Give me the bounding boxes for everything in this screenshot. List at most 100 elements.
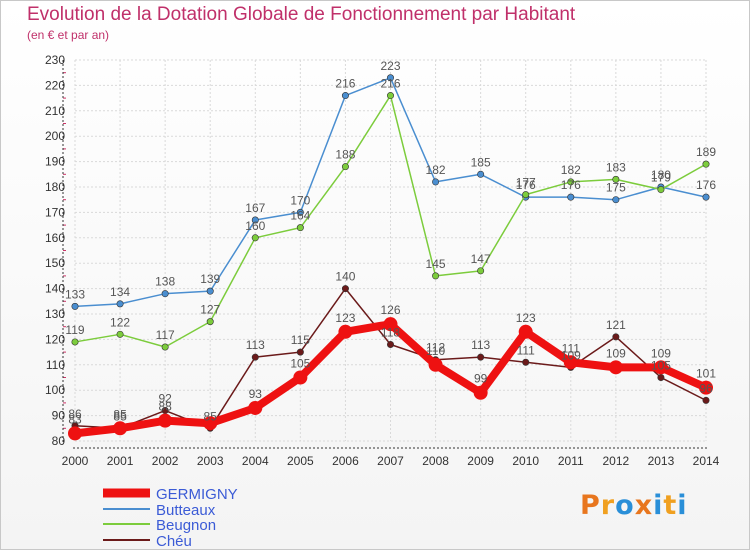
data-label-butteaux: 138	[155, 275, 175, 289]
data-point-beugnon	[161, 343, 169, 351]
data-label-ch-u: 112	[426, 341, 445, 355]
y-tick-label: 100	[45, 383, 65, 397]
data-label-ch-u: 85	[204, 409, 218, 423]
data-label-beugnon: 179	[651, 171, 671, 185]
data-point-germigny	[113, 421, 128, 436]
data-label-germigny: 110	[426, 344, 445, 358]
data-point-butteaux	[612, 196, 620, 204]
logo-letter: i	[653, 490, 664, 521]
data-label-butteaux: 185	[471, 155, 491, 169]
x-tick-label: 2000	[62, 454, 89, 468]
y-tick-label: 190	[45, 155, 65, 169]
data-label-germigny: 111	[562, 341, 581, 355]
data-label-ch-u: 118	[381, 325, 400, 339]
data-label-butteaux: 134	[110, 285, 130, 299]
data-label-ch-u: 92	[158, 392, 172, 406]
data-label-germigny: 123	[516, 311, 536, 325]
chart-subtitle: (en € et par an)	[27, 28, 110, 42]
data-point-ch-u	[702, 396, 710, 404]
data-point-ch-u	[341, 285, 349, 293]
x-tick-label: 2001	[107, 454, 134, 468]
data-point-ch-u	[251, 353, 259, 361]
data-point-ch-u	[657, 373, 665, 381]
data-point-butteaux	[477, 170, 485, 178]
data-point-butteaux	[702, 193, 710, 201]
data-label-butteaux: 180	[651, 168, 671, 182]
data-label-beugnon: 216	[380, 77, 400, 91]
data-label-butteaux: 176	[561, 178, 581, 192]
data-point-germigny	[608, 360, 623, 375]
data-label-germigny: 109	[606, 346, 626, 360]
data-label-ch-u: 86	[68, 407, 82, 421]
data-label-butteaux: 176	[516, 178, 536, 192]
data-label-butteaux: 167	[245, 201, 265, 215]
data-label-butteaux: 216	[335, 77, 355, 91]
data-point-beugnon	[71, 338, 79, 346]
data-point-beugnon	[206, 318, 214, 326]
legend-label: Butteaux	[156, 502, 216, 519]
data-point-germigny	[428, 357, 443, 372]
data-label-beugnon: 117	[156, 328, 175, 342]
y-tick-label: 160	[45, 231, 65, 245]
x-tick-label: 2012	[603, 454, 630, 468]
x-tick-label: 2003	[197, 454, 224, 468]
x-tick-label: 2002	[152, 454, 179, 468]
x-tick-label: 2006	[332, 454, 359, 468]
data-label-germigny: 99	[474, 372, 488, 386]
x-tick-label: 2014	[693, 454, 720, 468]
data-point-beugnon	[251, 234, 259, 242]
data-label-ch-u: 115	[291, 333, 310, 347]
y-tick-label: 210	[45, 104, 65, 118]
chart-title: Evolution de la Dotation Globale de Fonc…	[27, 4, 576, 25]
data-label-beugnon: 145	[426, 257, 446, 271]
data-point-germigny	[518, 324, 533, 339]
x-tick-label: 2009	[467, 454, 494, 468]
logo-letter: x	[634, 490, 654, 521]
data-point-beugnon	[702, 160, 710, 168]
data-label-germigny: 105	[290, 357, 310, 371]
data-point-germigny	[68, 426, 82, 441]
data-label-ch-u: 140	[335, 270, 355, 284]
data-point-butteaux	[71, 302, 79, 310]
data-label-germigny: 109	[651, 346, 671, 360]
data-label-beugnon: 182	[561, 163, 581, 177]
x-tick-label: 2011	[558, 454, 584, 468]
data-point-butteaux	[161, 290, 169, 298]
data-point-butteaux	[432, 178, 440, 186]
data-label-germigny: 126	[380, 303, 400, 317]
logo-letter: P	[580, 490, 601, 521]
data-label-beugnon: 177	[516, 176, 536, 190]
data-label-ch-u: 113	[471, 338, 490, 352]
y-tick-label: 150	[45, 256, 65, 270]
data-point-butteaux	[567, 193, 575, 201]
data-point-germigny	[338, 324, 353, 339]
data-label-ch-u: 109	[561, 348, 581, 362]
data-point-beugnon	[341, 163, 349, 171]
series-group	[68, 74, 713, 441]
data-label-germigny: 101	[696, 367, 716, 381]
data-point-beugnon	[612, 175, 620, 183]
data-point-ch-u	[386, 340, 394, 348]
data-point-beugnon	[432, 272, 440, 280]
data-point-beugnon	[567, 178, 575, 186]
data-label-ch-u: 96	[699, 381, 713, 395]
x-tick-label: 2013	[648, 454, 675, 468]
data-point-germigny	[699, 380, 713, 395]
data-point-beugnon	[296, 224, 304, 232]
y-tick-label: 80	[52, 434, 66, 448]
data-point-germigny	[563, 355, 578, 370]
gridlines	[74, 59, 707, 442]
data-point-germigny	[383, 317, 398, 332]
axes: 8090100110120130140150160170180190200210…	[45, 53, 720, 468]
logo-letter: i	[677, 490, 688, 521]
data-label-beugnon: 164	[290, 209, 310, 223]
data-label-ch-u: 113	[246, 338, 265, 352]
data-label-beugnon: 188	[335, 148, 355, 162]
legend-label: GERMIGNY	[156, 486, 238, 503]
data-point-ch-u	[477, 353, 485, 361]
data-label-ch-u: 105	[651, 359, 671, 373]
data-label-beugnon: 119	[65, 323, 84, 337]
data-point-ch-u	[522, 358, 530, 366]
